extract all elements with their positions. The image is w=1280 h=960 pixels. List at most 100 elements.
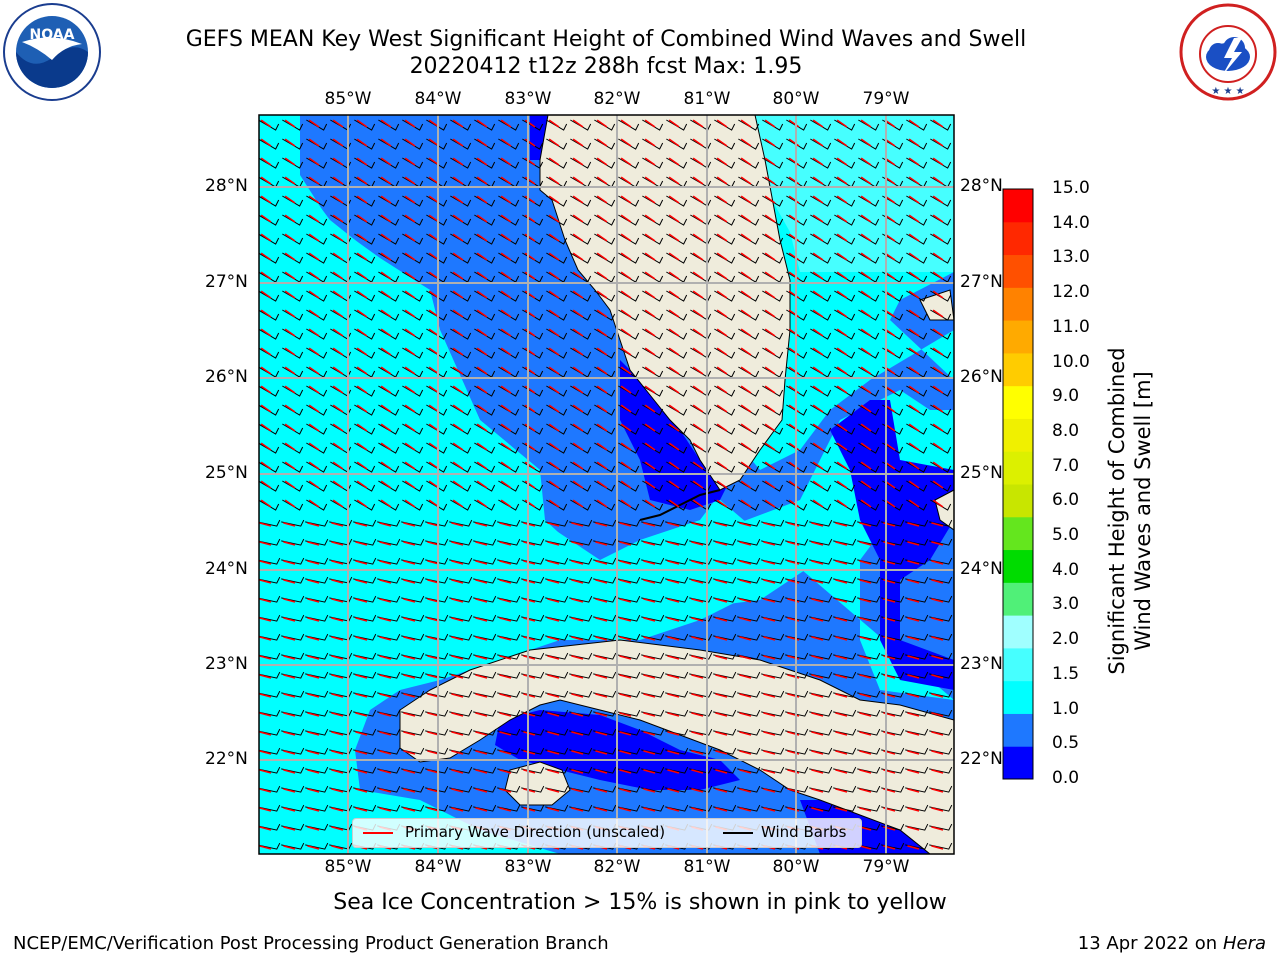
wave-arrow: [476, 214, 488, 223]
wind-barb: [714, 328, 736, 340]
lat-label-right: 24°N: [960, 559, 1003, 579]
wave-arrow: [619, 636, 632, 641]
wind-barb: [762, 442, 784, 454]
wave-arrow: [500, 404, 512, 413]
colorbar-tick-label: 1.5: [1052, 663, 1080, 684]
wave-arrow: [452, 138, 464, 147]
wave-arrow: [332, 347, 344, 356]
wave-arrow: [908, 442, 920, 451]
wave-arrow: [332, 119, 344, 128]
wave-arrow: [307, 655, 320, 660]
wave-arrow: [644, 233, 656, 242]
colorbar-label: Significant Height of Combined Wind Wave…: [1104, 301, 1156, 721]
wave-arrow: [259, 769, 272, 774]
wind-barb: [930, 290, 952, 302]
wind-barb: [450, 214, 472, 226]
wind-barb: [762, 347, 784, 359]
wind-barb: [259, 423, 280, 435]
wave-arrow: [716, 423, 728, 432]
wind-barb: [594, 157, 616, 169]
wave-arrow: [331, 693, 344, 698]
wave-arrow: [596, 138, 608, 147]
wave-arrow: [667, 560, 680, 565]
wind-barb: [618, 442, 640, 454]
wave-arrow: [835, 522, 848, 527]
wave-arrow: [355, 579, 368, 584]
wave-arrow: [835, 712, 848, 717]
wave-arrow: [260, 499, 272, 508]
wave-arrow: [860, 347, 872, 356]
wave-arrow: [308, 347, 320, 356]
wind-barb: [738, 404, 760, 416]
wind-barb: [354, 119, 376, 131]
wave-arrow: [691, 579, 704, 584]
wave-arrow: [403, 541, 416, 546]
lat-label-left: 28°N: [205, 176, 248, 196]
colorbar-tick-label: 12.0: [1052, 282, 1090, 303]
wave-arrow: [595, 807, 608, 812]
wind-barb: [402, 442, 424, 454]
wave-arrow: [571, 655, 584, 660]
land-florida: [539, 115, 791, 491]
wave-arrow: [932, 138, 944, 147]
wind-barb: [666, 423, 688, 435]
wave-arrow: [355, 655, 368, 660]
wave-arrow: [860, 271, 872, 280]
wind-barb: [594, 480, 616, 492]
wave-arrow: [836, 176, 848, 185]
wave-arrow: [380, 195, 392, 204]
wave-arrow: [596, 442, 608, 451]
wind-barb: [738, 480, 760, 492]
wind-barb: [546, 347, 568, 359]
wave-arrow: [859, 788, 872, 793]
colorbar-tick-label: 1.0: [1052, 698, 1080, 719]
wave-arrow: [716, 442, 728, 451]
wind-barb: [282, 119, 304, 131]
wind-barb: [402, 347, 424, 359]
wave-arrow: [691, 655, 704, 660]
wave-arrow: [284, 195, 296, 204]
wave-arrow: [379, 807, 392, 812]
wave-arrow: [452, 176, 464, 185]
wind-barb: [738, 347, 760, 359]
wave-arrow: [548, 157, 560, 166]
wave-arrow: [835, 636, 848, 641]
wave-arrow: [403, 579, 416, 584]
wind-barb: [498, 252, 520, 264]
wave-arrow: [739, 769, 752, 774]
wave-arrow: [451, 693, 464, 698]
wind-barb: [426, 499, 448, 511]
wave-arrow: [668, 138, 680, 147]
wave-arrow: [715, 712, 728, 717]
wave-arrow: [788, 480, 800, 489]
wave-arrow: [451, 674, 464, 679]
wave-arrow: [259, 541, 272, 546]
wave-arrow: [667, 807, 680, 812]
wind-barb: [546, 480, 568, 492]
wave-arrow: [524, 195, 536, 204]
wave-arrow: [835, 788, 848, 793]
wind-barb: [762, 214, 784, 226]
wind-barb: [594, 423, 616, 435]
colorbar-tick-label: 9.0: [1052, 386, 1080, 407]
wind-barb: [259, 385, 280, 397]
colorbar-tick-label: 5.0: [1052, 525, 1080, 546]
colorbar-tick-label: 11.0: [1052, 316, 1090, 337]
wave-arrow: [476, 385, 488, 394]
wave-arrow: [283, 845, 296, 850]
wave-arrow: [572, 138, 584, 147]
wind-barb: [738, 214, 760, 226]
wave-arrow: [596, 290, 608, 299]
wind-barb: [834, 499, 856, 511]
wave-arrow: [691, 522, 704, 527]
wave-arrow: [908, 499, 920, 508]
wave-arrow: [596, 119, 608, 128]
wind-barb: [882, 157, 904, 169]
colorbar-tick-label: 15.0: [1052, 178, 1090, 198]
wave-arrow: [548, 480, 560, 489]
wind-barb: [546, 499, 568, 511]
wind-barb: [570, 233, 592, 245]
wave-arrow: [260, 290, 272, 299]
wave-arrow: [764, 309, 776, 318]
wave-arrow: [764, 442, 776, 451]
